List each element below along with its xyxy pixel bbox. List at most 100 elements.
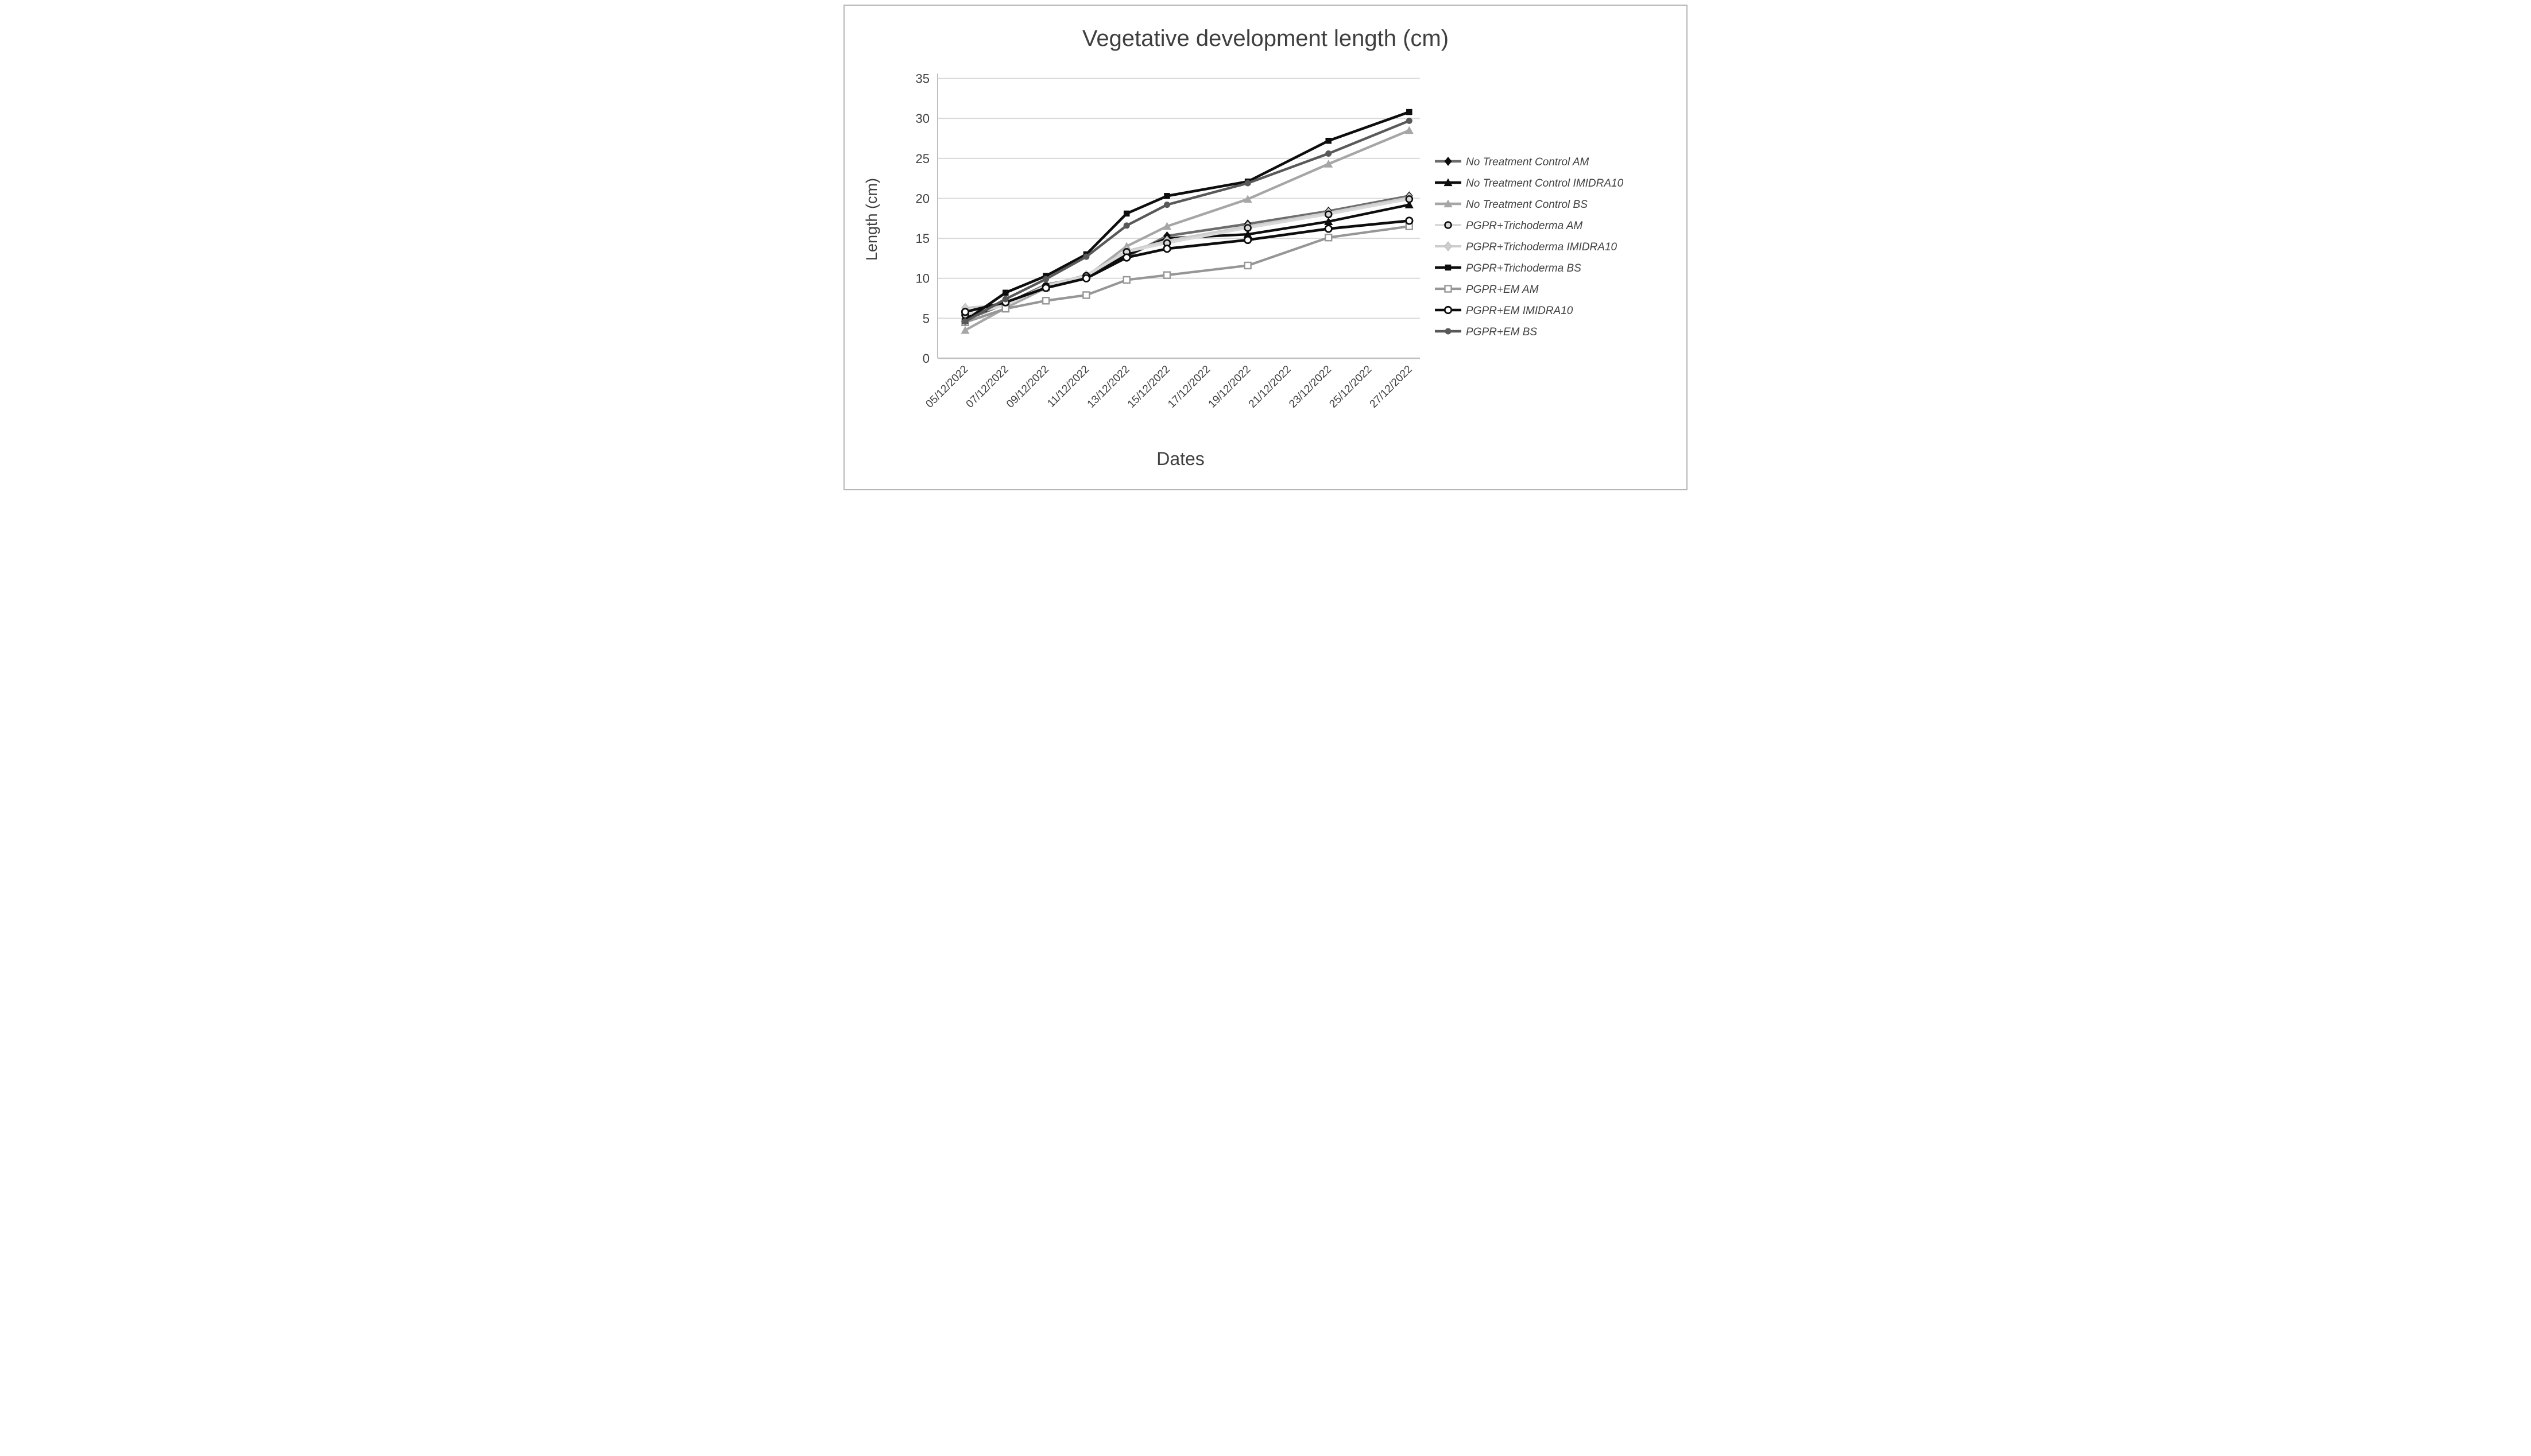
series-marker (1324, 210, 1333, 219)
series-marker (1244, 180, 1251, 187)
series-marker (1444, 221, 1452, 229)
series-marker (1324, 160, 1333, 168)
series-marker (1243, 235, 1252, 245)
plot-area: 0 5 10 15 20 25 30 35 05/12/202207/12/202209/12/… (916, 72, 1420, 411)
series-line-trich_imidra (964, 196, 1411, 309)
legend-item-trich_bs: PGPR+Trichoderma BS (1435, 262, 1581, 274)
series-marker (1123, 276, 1131, 284)
chart-title: Vegetative development length (cm) (1082, 26, 1449, 51)
series-marker (1325, 137, 1332, 144)
x-tick-label: 15/12/2022 (1125, 363, 1172, 411)
legend-label: No Treatment Control BS (1466, 199, 1588, 211)
series-marker (1162, 222, 1172, 230)
series-marker (1325, 150, 1332, 157)
legend-label: PGPR+EM IMIDRA10 (1466, 305, 1573, 317)
legend-item-trich_am: PGPR+Trichoderma AM (1435, 220, 1582, 232)
legend-label: PGPR+EM AM (1466, 284, 1539, 296)
legend-label: PGPR+Trichoderma AM (1466, 220, 1582, 232)
series-marker (1123, 222, 1130, 229)
series-line-control_imidra (963, 203, 1411, 320)
y-tick-label: 20 (916, 191, 930, 206)
legend-item-control_imidra: No Treatment Control IMIDRA10 (1435, 177, 1624, 189)
x-tick-label: 27/12/2022 (1368, 363, 1415, 411)
series-line-trich_am (964, 198, 1411, 316)
series-marker (1042, 297, 1050, 305)
series-marker (1083, 253, 1090, 260)
series-marker (1002, 296, 1009, 303)
x-tick-label: 05/12/2022 (923, 363, 970, 411)
chart-canvas: 0 5 10 15 20 25 30 35 05/12/202207/12/202209/12/… (863, 26, 1624, 469)
series-marker (1325, 234, 1333, 242)
y-tick-label: 0 (923, 351, 930, 366)
x-tick-label: 13/12/2022 (1085, 363, 1132, 411)
series-marker (1163, 271, 1171, 279)
x-axis-title: Dates (1156, 448, 1205, 469)
series-line-control_am (963, 195, 1411, 322)
series-marker (961, 326, 970, 334)
x-tick-label: 25/12/2022 (1327, 363, 1374, 411)
series-marker (1082, 274, 1091, 282)
series-marker (1445, 264, 1452, 271)
series-marker (1244, 224, 1252, 232)
series-marker (1243, 195, 1252, 203)
series-marker (1324, 224, 1333, 233)
legend-label: PGPR+Trichoderma IMIDRA10 (1466, 241, 1617, 253)
series-marker (1443, 305, 1453, 315)
x-tick-label: 07/12/2022 (964, 363, 1011, 411)
series-marker (961, 308, 970, 316)
y-tick-label: 10 (916, 272, 930, 286)
legend-label: PGPR+Trichoderma BS (1466, 262, 1581, 274)
x-tick-label: 21/12/2022 (1247, 363, 1294, 411)
series-trich_am (961, 195, 1414, 319)
y-tick-label: 25 (916, 152, 930, 166)
legend-label: No Treatment Control AM (1466, 156, 1589, 168)
series-em_imidra (961, 216, 1414, 316)
series-marker (1444, 156, 1452, 166)
series-marker (1082, 291, 1090, 299)
series-marker (1001, 304, 1009, 313)
series-line-em_am (963, 225, 1411, 324)
series-marker (1164, 193, 1170, 199)
series-marker (1043, 273, 1049, 279)
series-marker (1123, 253, 1131, 262)
series-marker (1404, 126, 1414, 134)
series-marker (1123, 210, 1130, 217)
x-tick-label: 19/12/2022 (1206, 363, 1253, 411)
series-marker (962, 318, 969, 325)
y-tick-label: 30 (916, 111, 930, 126)
series-marker (1404, 200, 1414, 208)
series-control_bs (961, 126, 1414, 334)
series-marker (1244, 261, 1252, 270)
series-line-control_bs (963, 129, 1411, 332)
legend-label: PGPR+EM BS (1466, 326, 1537, 338)
series-marker (1122, 242, 1131, 250)
legend-item-control_bs: No Treatment Control BS (1435, 199, 1588, 211)
legend-label: No Treatment Control IMIDRA10 (1466, 177, 1624, 189)
series-marker (1443, 241, 1453, 251)
x-tick-label: 11/12/2022 (1045, 363, 1092, 410)
legend: No Treatment Control AM No Treatment Cont… (1435, 156, 1624, 338)
series-marker (1163, 245, 1171, 253)
x-tick-label: 09/12/2022 (1004, 363, 1051, 411)
series-marker (1406, 109, 1412, 115)
series-marker (1243, 230, 1252, 238)
legend-item-em_bs: PGPR+EM BS (1435, 326, 1537, 338)
series-marker (1003, 289, 1009, 296)
legend-item-control_am: No Treatment Control AM (1435, 156, 1589, 168)
series-em_bs (962, 117, 1412, 325)
series-line-trich_bs (963, 110, 1411, 322)
y-tick-label: 5 (923, 311, 930, 326)
legend-item-em_imidra: PGPR+EM IMIDRA10 (1435, 305, 1573, 317)
y-tick-label: 15 (916, 231, 930, 246)
chart-figure: 0 5 10 15 20 25 30 35 05/12/2022 07/12/2022 09/12/… (843, 5, 1688, 490)
legend-item-trich_imidra: PGPR+Trichoderma IMIDRA10 (1435, 241, 1617, 253)
x-tick-label: 17/12/2022 (1166, 363, 1213, 411)
series-marker (1445, 328, 1452, 335)
series-marker (1043, 276, 1050, 282)
series-marker (1405, 195, 1414, 203)
y-tick-label: 35 (916, 72, 930, 86)
x-tick-label: 23/12/2022 (1287, 363, 1334, 411)
series-marker (1406, 117, 1412, 124)
series-marker (1443, 199, 1453, 208)
y-axis-title: Length (cm) (863, 178, 880, 261)
